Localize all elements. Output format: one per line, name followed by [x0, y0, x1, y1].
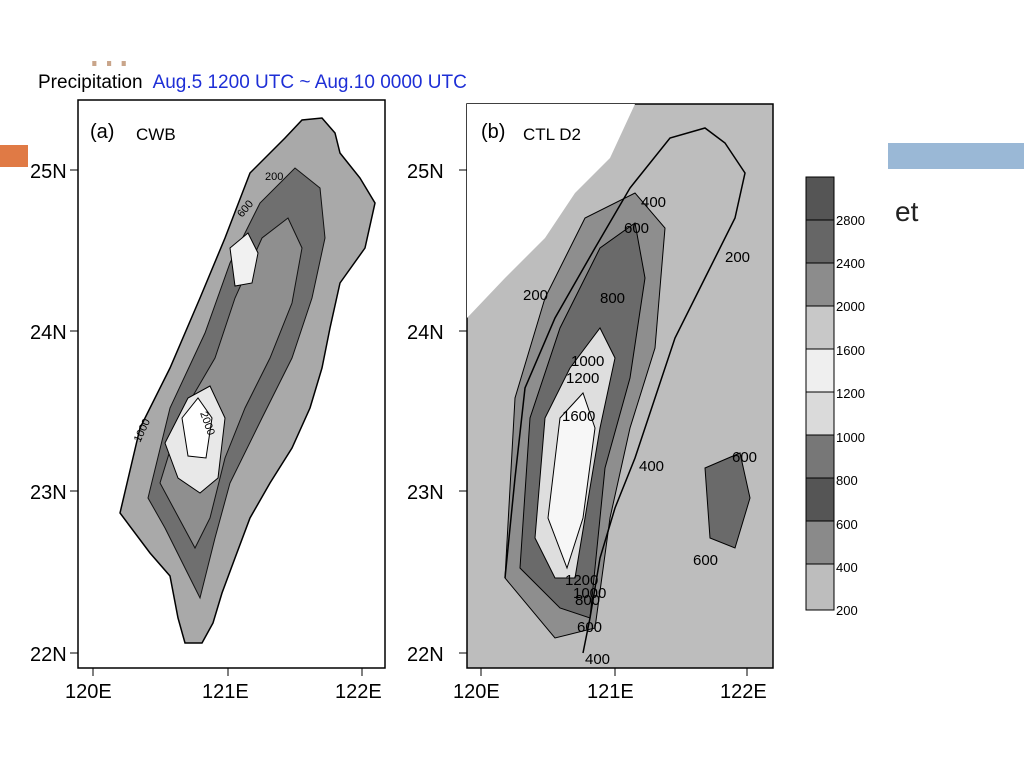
- colorbar-labels: 2800 2400 2000 1600 1200 1000 800 600 40…: [836, 213, 865, 618]
- panel-a-y-tick: 24N: [30, 322, 67, 344]
- panel-b-y-axis: 25N 24N 23N 22N: [407, 161, 467, 666]
- panel-b-tag: (b): [481, 121, 505, 143]
- panel-b-y-tick: 22N: [407, 644, 444, 666]
- panel-a-x-axis: 120E 121E 122E: [65, 668, 382, 703]
- panel-b-x-tick: 120E: [453, 681, 500, 703]
- panel-a-y-tick: 25N: [30, 161, 67, 183]
- panel-b-x-tick: 122E: [720, 681, 767, 703]
- colorbar-label: 1000: [836, 430, 865, 445]
- colorbar-label: 400: [836, 560, 858, 575]
- colorbar-label: 200: [836, 603, 858, 618]
- contour-label: 200: [523, 287, 548, 304]
- panel-a-y-axis: 25N 24N 23N 22N: [30, 161, 78, 666]
- panel-b-y-tick: 24N: [407, 322, 444, 344]
- contour-label: 800: [600, 290, 625, 307]
- precipitation-header: Precipitation Aug.5 1200 UTC ~ Aug.10 000…: [38, 72, 467, 94]
- contour-label: 1000: [573, 585, 606, 602]
- contour-label: 400: [639, 458, 664, 475]
- panel-b-coastline: [504, 127, 746, 654]
- panel-b-contour-labels: 400 600 200 200 800 1000 1200 1600 400 6…: [523, 194, 757, 668]
- slide-title-background: ...: [88, 30, 133, 76]
- colorbar-label: 2800: [836, 213, 865, 228]
- panel-b-ctl-map: 25N 24N 23N 22N 120E 121E 122E (b) CTL D…: [407, 103, 774, 703]
- contour-label: 600: [732, 449, 757, 466]
- panel-a-x-tick: 120E: [65, 681, 112, 703]
- accent-bar-right: [888, 143, 1024, 169]
- contour-label: 1200: [565, 572, 598, 589]
- colorbar-label: 600: [836, 517, 858, 532]
- panel-a-cwb-map: 25N 24N 23N 22N 120E 121E 122E (a) CWB 2…: [30, 99, 386, 703]
- panel-b-contour-600-east: [704, 452, 751, 549]
- panel-b-contour-1600: [547, 392, 596, 570]
- panel-a-north-max: [229, 232, 259, 287]
- contour-label: 600: [624, 220, 649, 237]
- colorbar-label: 800: [836, 473, 858, 488]
- slide-text-fragment: et: [895, 196, 919, 227]
- contour-label: 1200: [566, 370, 599, 387]
- panel-a-title: CWB: [136, 125, 176, 144]
- colorbar-label: 2400: [836, 256, 865, 271]
- colorbar-label: 1200: [836, 386, 865, 401]
- panel-b-y-tick: 23N: [407, 482, 444, 504]
- panel-a-x-tick: 122E: [335, 681, 382, 703]
- panel-b-x-tick: 121E: [587, 681, 634, 703]
- contour-label: 400: [641, 194, 666, 211]
- contour-label: 200: [265, 171, 283, 183]
- precipitation-colorbar: 2800 2400 2000 1600 1200 1000 800 600 40…: [805, 176, 865, 618]
- header-label: Precipitation: [38, 72, 143, 93]
- panel-b-title: CTL D2: [523, 125, 581, 144]
- colorbar-label: 1600: [836, 343, 865, 358]
- colorbar-label: 2000: [836, 299, 865, 314]
- contour-label: 1000: [571, 353, 604, 370]
- contour-label: 200: [725, 249, 750, 266]
- contour-label: 1600: [562, 408, 595, 425]
- header-period: Aug.5 1200 UTC ~ Aug.10 0000 UTC: [152, 72, 467, 93]
- panel-a-x-tick: 121E: [202, 681, 249, 703]
- track-legend-strip: [92, 713, 872, 733]
- contour-label: 800: [575, 592, 600, 609]
- accent-bar-left: [0, 145, 28, 167]
- panel-a-contour-2000: [181, 397, 213, 459]
- panel-b-x-axis: 120E 121E 122E: [453, 668, 767, 703]
- colorbar-bins: [805, 176, 835, 611]
- contour-label: 600: [693, 552, 718, 569]
- panel-a-y-tick: 23N: [30, 482, 67, 504]
- panel-b-sea-white: [467, 104, 635, 318]
- contour-label: 400: [585, 651, 610, 668]
- panel-b-y-tick: 25N: [407, 161, 444, 183]
- contour-label: 600: [577, 619, 602, 636]
- panel-a-tag: (a): [90, 121, 114, 143]
- panel-a-y-tick: 22N: [30, 644, 67, 666]
